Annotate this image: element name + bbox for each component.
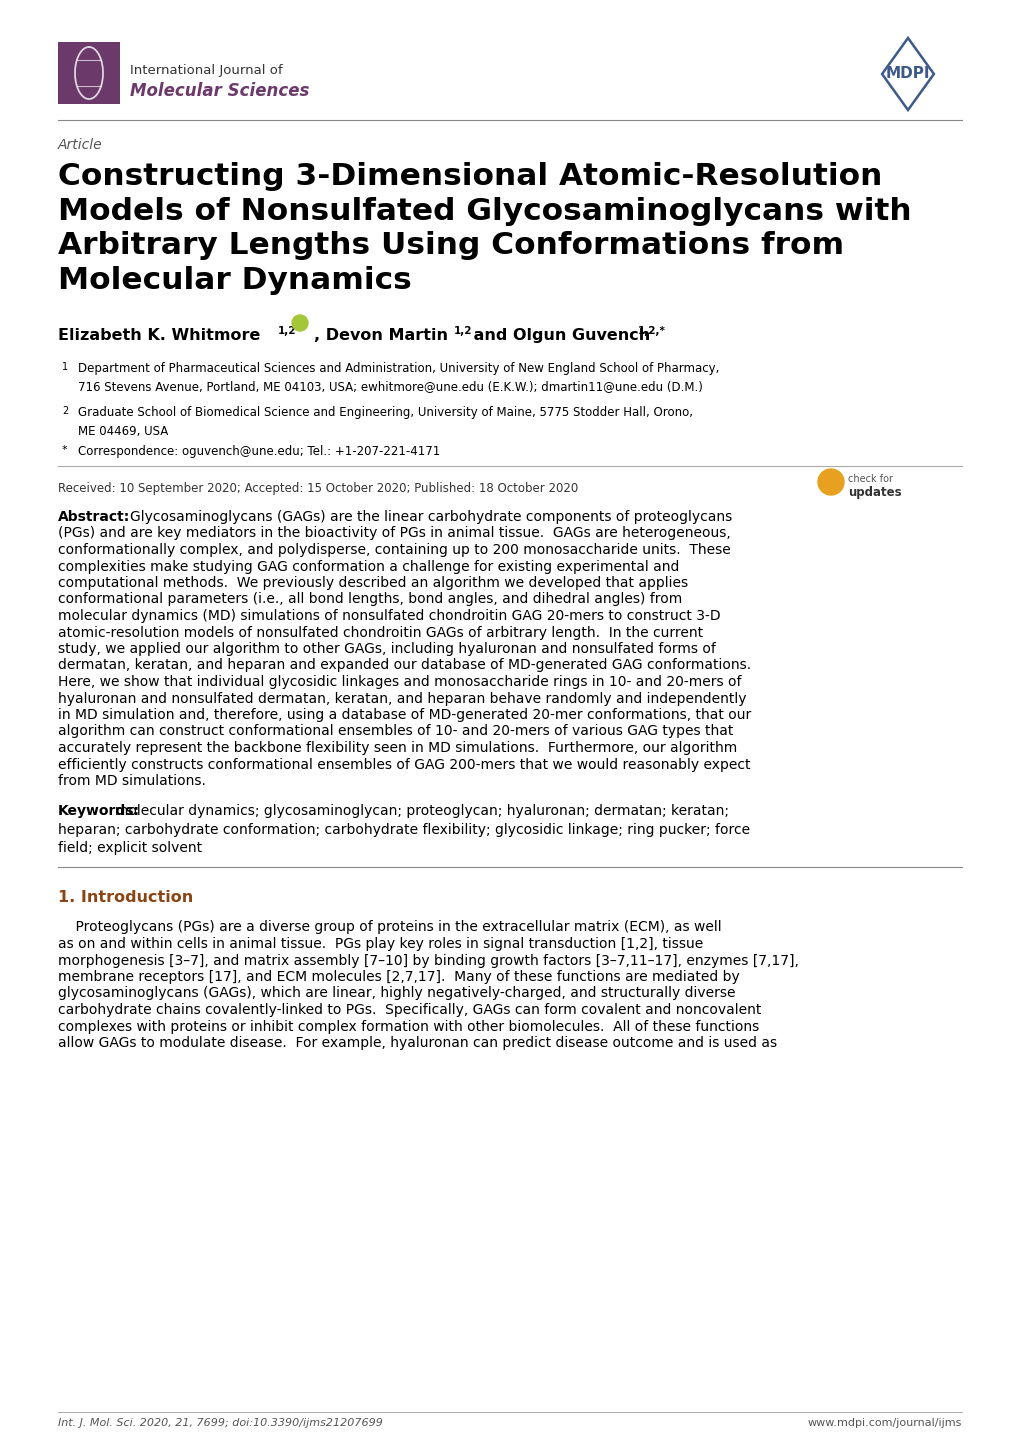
Text: Graduate School of Biomedical Science and Engineering, University of Maine, 5775: Graduate School of Biomedical Science an… <box>77 407 692 437</box>
Text: Proteoglycans (PGs) are a diverse group of proteins in the extracellular matrix : Proteoglycans (PGs) are a diverse group … <box>58 920 720 934</box>
FancyBboxPatch shape <box>58 42 120 104</box>
Text: conformational parameters (i.e., all bond lengths, bond angles, and dihedral ang: conformational parameters (i.e., all bon… <box>58 593 682 607</box>
Text: as on and within cells in animal tissue.  PGs play key roles in signal transduct: as on and within cells in animal tissue.… <box>58 937 702 952</box>
Text: 1,2,*: 1,2,* <box>637 326 665 336</box>
Text: Molecular Sciences: Molecular Sciences <box>129 82 309 99</box>
Text: membrane receptors [17], and ECM molecules [2,7,17].  Many of these functions ar: membrane receptors [17], and ECM molecul… <box>58 970 739 983</box>
Text: ✓: ✓ <box>297 319 304 327</box>
Text: updates: updates <box>847 486 901 499</box>
Text: carbohydrate chains covalently-linked to PGs.  Specifically, GAGs can form coval: carbohydrate chains covalently-linked to… <box>58 1004 760 1017</box>
Text: MDPI: MDPI <box>884 66 929 82</box>
Text: *: * <box>62 446 67 456</box>
Text: morphogenesis [3–7], and matrix assembly [7–10] by binding growth factors [3–7,1: morphogenesis [3–7], and matrix assembly… <box>58 953 798 968</box>
Text: Correspondence: oguvench@une.edu; Tel.: +1-207-221-4171: Correspondence: oguvench@une.edu; Tel.: … <box>77 446 440 459</box>
Text: ✓: ✓ <box>824 474 836 489</box>
Text: 1,2: 1,2 <box>453 326 472 336</box>
Text: complexities make studying GAG conformation a challenge for existing experimenta: complexities make studying GAG conformat… <box>58 559 679 574</box>
Text: complexes with proteins or inhibit complex formation with other biomolecules.  A: complexes with proteins or inhibit compl… <box>58 1019 758 1034</box>
Text: and Olgun Guvench: and Olgun Guvench <box>468 327 655 343</box>
Text: Here, we show that individual glycosidic linkages and monosaccharide rings in 10: Here, we show that individual glycosidic… <box>58 675 741 689</box>
Text: accurately represent the backbone flexibility seen in MD simulations.  Furthermo: accurately represent the backbone flexib… <box>58 741 737 756</box>
Text: (PGs) and are key mediators in the bioactivity of PGs in animal tissue.  GAGs ar: (PGs) and are key mediators in the bioac… <box>58 526 730 541</box>
Text: allow GAGs to modulate disease.  For example, hyaluronan can predict disease out: allow GAGs to modulate disease. For exam… <box>58 1035 776 1050</box>
Text: molecular dynamics; glycosaminoglycan; proteoglycan; hyaluronan; dermatan; kerat: molecular dynamics; glycosaminoglycan; p… <box>58 805 749 855</box>
Text: molecular dynamics (MD) simulations of nonsulfated chondroitin GAG 20-mers to co: molecular dynamics (MD) simulations of n… <box>58 609 719 623</box>
Text: Glycosaminoglycans (GAGs) are the linear carbohydrate components of proteoglycan: Glycosaminoglycans (GAGs) are the linear… <box>129 510 732 523</box>
Circle shape <box>817 469 843 495</box>
Text: dermatan, keratan, and heparan and expanded our database of MD-generated GAG con: dermatan, keratan, and heparan and expan… <box>58 659 750 672</box>
Text: computational methods.  We previously described an algorithm we developed that a: computational methods. We previously des… <box>58 575 688 590</box>
Text: International Journal of: International Journal of <box>129 63 282 76</box>
Text: www.mdpi.com/journal/ijms: www.mdpi.com/journal/ijms <box>807 1417 961 1428</box>
Text: efficiently constructs conformational ensembles of GAG 200-mers that we would re: efficiently constructs conformational en… <box>58 757 750 771</box>
Text: Department of Pharmaceutical Sciences and Administration, University of New Engl: Department of Pharmaceutical Sciences an… <box>77 362 718 394</box>
Text: , Devon Martin: , Devon Martin <box>314 327 453 343</box>
Polygon shape <box>881 37 933 110</box>
Text: Constructing 3-Dimensional Atomic-Resolution
Models of Nonsulfated Glycosaminogl: Constructing 3-Dimensional Atomic-Resolu… <box>58 162 911 296</box>
Text: study, we applied our algorithm to other GAGs, including hyaluronan and nonsulfa: study, we applied our algorithm to other… <box>58 642 715 656</box>
Text: Elizabeth K. Whitmore: Elizabeth K. Whitmore <box>58 327 266 343</box>
Text: 2: 2 <box>62 407 68 415</box>
Text: 1,2: 1,2 <box>278 326 297 336</box>
Text: 1. Introduction: 1. Introduction <box>58 891 193 906</box>
Text: in MD simulation and, therefore, using a database of MD-generated 20-mer conform: in MD simulation and, therefore, using a… <box>58 708 751 722</box>
Text: atomic-resolution models of nonsulfated chondroitin GAGs of arbitrary length.  I: atomic-resolution models of nonsulfated … <box>58 626 702 639</box>
Text: hyaluronan and nonsulfated dermatan, keratan, and heparan behave randomly and in: hyaluronan and nonsulfated dermatan, ker… <box>58 692 746 705</box>
Text: 1: 1 <box>62 362 68 372</box>
Text: from MD simulations.: from MD simulations. <box>58 774 206 787</box>
Text: glycosaminoglycans (GAGs), which are linear, highly negatively-charged, and stru: glycosaminoglycans (GAGs), which are lin… <box>58 986 735 1001</box>
Text: algorithm can construct conformational ensembles of 10- and 20-mers of various G: algorithm can construct conformational e… <box>58 724 733 738</box>
Text: conformationally complex, and polydisperse, containing up to 200 monosaccharide : conformationally complex, and polydisper… <box>58 544 730 557</box>
Text: Received: 10 September 2020; Accepted: 15 October 2020; Published: 18 October 20: Received: 10 September 2020; Accepted: 1… <box>58 482 578 495</box>
Text: check for: check for <box>847 474 892 485</box>
Text: Int. J. Mol. Sci. 2020, 21, 7699; doi:10.3390/ijms21207699: Int. J. Mol. Sci. 2020, 21, 7699; doi:10… <box>58 1417 382 1428</box>
Circle shape <box>291 314 308 332</box>
Text: Keywords:: Keywords: <box>58 805 140 819</box>
Text: Abstract:: Abstract: <box>58 510 130 523</box>
Text: Article: Article <box>58 138 103 151</box>
